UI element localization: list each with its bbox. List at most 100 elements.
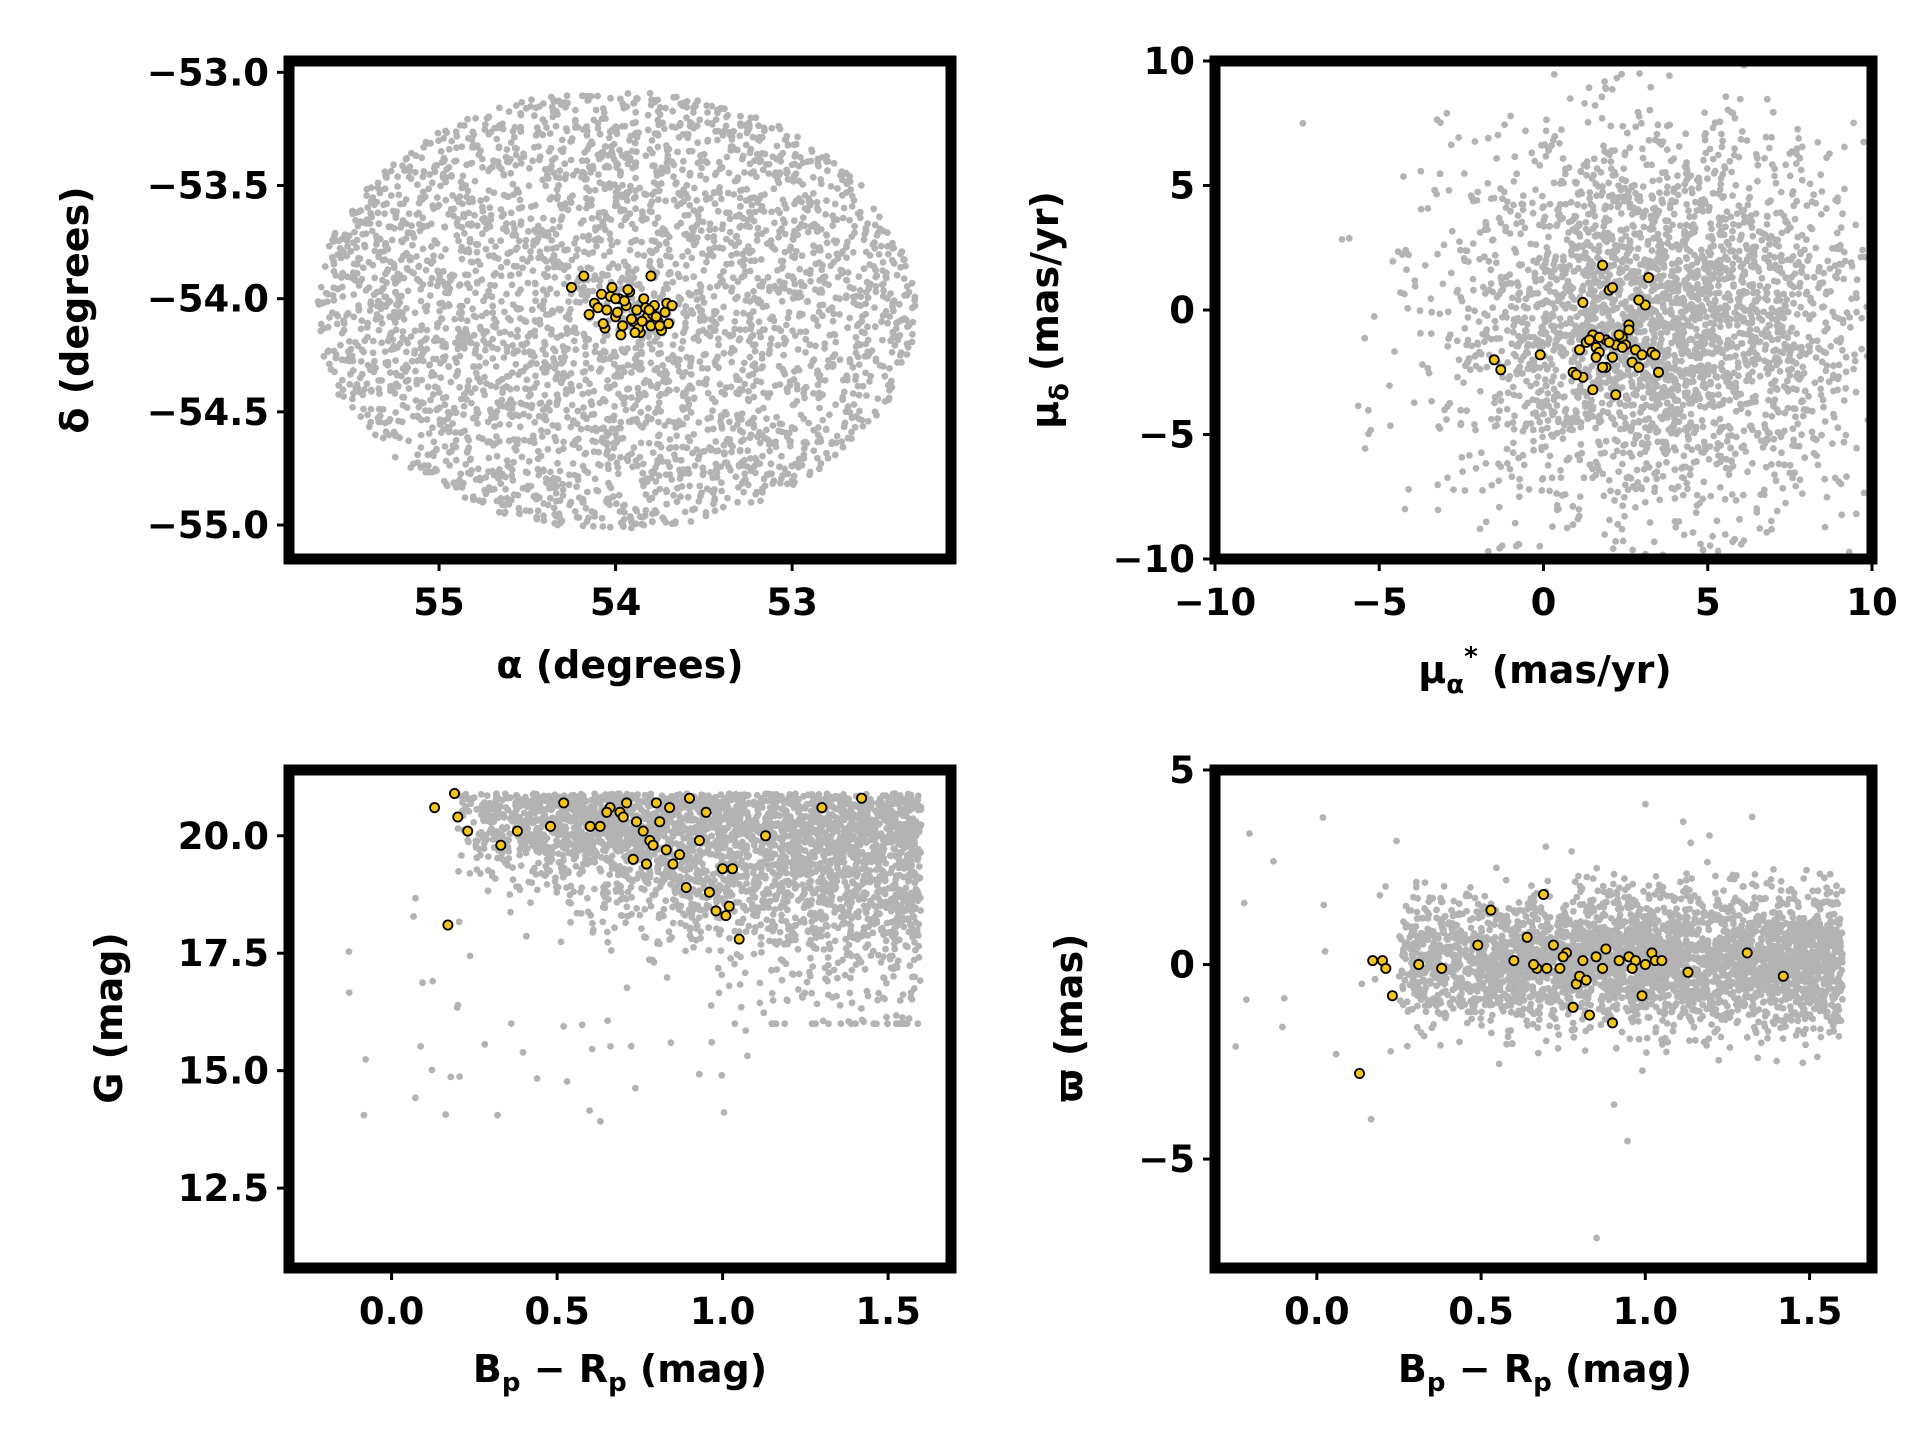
field-star-point: [824, 167, 831, 175]
field-star-point: [822, 426, 830, 434]
field-star-point: [799, 311, 806, 318]
field-star-point: [1403, 266, 1410, 274]
field-star-point: [488, 293, 496, 301]
field-star-point: [839, 443, 847, 451]
field-star-point: [1639, 154, 1647, 162]
field-star-point: [339, 376, 346, 384]
field-star-point: [576, 382, 583, 390]
field-star-point: [738, 410, 746, 417]
field-star-point: [618, 394, 626, 402]
field-star-point: [600, 424, 607, 432]
field-star-point: [546, 399, 553, 406]
field-star-point: [779, 365, 786, 373]
field-star-point: [361, 243, 369, 251]
field-star-point: [790, 173, 798, 180]
field-star-point: [464, 317, 471, 325]
field-star-point: [434, 129, 442, 137]
field-star-point: [790, 178, 797, 185]
field-star-point: [818, 289, 826, 296]
field-star-point: [1739, 491, 1747, 499]
field-star-point: [369, 349, 377, 357]
field-star-point: [381, 293, 389, 301]
field-star-point: [520, 153, 528, 161]
field-star-point: [485, 454, 493, 462]
field-star-point: [412, 367, 419, 375]
field-star-point: [482, 359, 490, 367]
field-star-point: [368, 387, 375, 395]
field-star-point: [482, 292, 490, 300]
field-star-point: [456, 352, 464, 360]
field-star-point: [479, 215, 486, 223]
field-star-point: [564, 414, 571, 421]
field-star-point: [592, 106, 600, 114]
field-star-point: [749, 382, 757, 390]
field-star-point: [688, 254, 696, 262]
field-star-point: [481, 346, 489, 354]
field-star-point: [901, 292, 908, 299]
field-star-point: [429, 424, 436, 432]
field-star-point: [411, 327, 419, 335]
field-star-point: [694, 139, 701, 147]
field-star-point: [670, 419, 678, 426]
field-star-point: [535, 471, 543, 479]
field-star-point: [457, 315, 465, 323]
field-star-point: [579, 462, 587, 470]
field-star-point: [617, 222, 625, 229]
field-star-point: [690, 224, 698, 232]
field-star-point: [583, 204, 590, 212]
field-star-point: [636, 393, 644, 401]
field-star-point: [427, 220, 435, 228]
field-star-point: [363, 219, 370, 227]
field-star-point: [737, 202, 744, 210]
field-star-point: [730, 127, 737, 135]
field-star-point: [718, 487, 725, 495]
field-star-point: [1434, 481, 1442, 489]
field-star-point: [1716, 323, 1724, 331]
field-star-point: [483, 195, 490, 203]
field-star-point: [387, 192, 395, 200]
field-star-point: [333, 320, 341, 328]
field-star-point: [526, 165, 533, 172]
field-star-point: [670, 358, 677, 366]
field-star-point: [1839, 319, 1847, 327]
field-star-point: [607, 484, 615, 492]
field-star-point: [606, 248, 613, 256]
field-star-point: [376, 189, 384, 197]
field-star-point: [464, 271, 472, 279]
field-star-point: [708, 487, 715, 495]
field-star-point: [567, 156, 575, 164]
field-star-point: [628, 369, 635, 376]
field-star-point: [756, 428, 763, 436]
field-star-point: [599, 337, 607, 345]
field-star-point: [619, 502, 627, 510]
field-star-point: [696, 281, 704, 288]
field-star-point: [1461, 487, 1469, 494]
field-star-point: [615, 491, 623, 499]
field-star-point: [493, 135, 501, 143]
field-star-point: [1479, 487, 1486, 494]
field-star-point: [1532, 186, 1539, 194]
field-star-point: [335, 382, 343, 389]
field-star-point: [698, 164, 705, 172]
field-star-point: [523, 376, 531, 384]
cluster-member-point: [645, 270, 657, 282]
field-star-point: [595, 283, 603, 290]
field-star-point: [407, 175, 415, 183]
cluster-member-point: [611, 306, 623, 318]
field-star-point: [849, 249, 857, 256]
field-star-point: [825, 252, 832, 260]
field-star-point: [1510, 439, 1517, 447]
field-star-point: [479, 230, 486, 238]
field-star-point: [1446, 399, 1454, 407]
field-star-point: [526, 361, 534, 368]
field-star-point: [698, 307, 706, 314]
field-star-point: [911, 302, 919, 310]
field-star-point: [503, 373, 511, 380]
field-star-point: [827, 262, 835, 270]
field-star-point: [714, 447, 722, 455]
field-star-point: [684, 433, 692, 441]
field-star-point: [754, 274, 762, 282]
field-star-point: [651, 337, 659, 345]
field-star-point: [1839, 210, 1846, 218]
field-star-point: [353, 244, 360, 252]
